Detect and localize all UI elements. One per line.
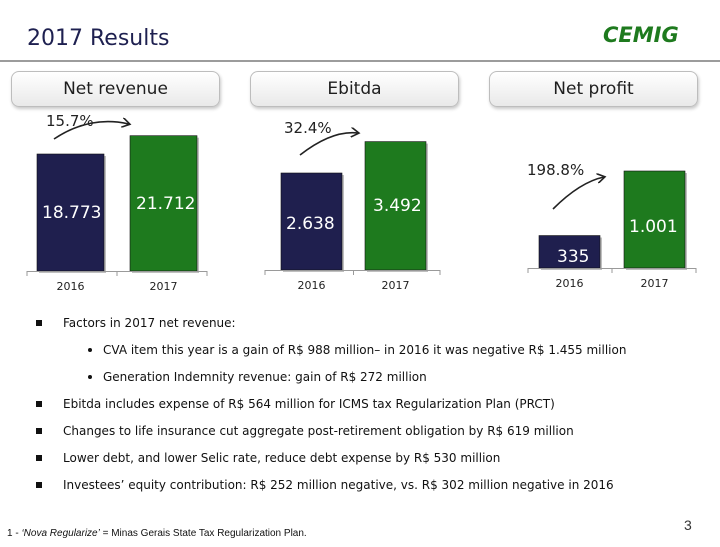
bar-value-label: 2.638	[286, 214, 335, 234]
growth-arrow-icon	[53, 122, 129, 140]
bullet-marker	[88, 375, 92, 379]
bullet-marker	[36, 401, 42, 407]
bullet-item: Ebitda includes expense of R$ 564 millio…	[36, 395, 696, 422]
x-tick-label: 2016	[57, 280, 85, 293]
bullet-list: Factors in 2017 net revenue: CVA item th…	[36, 314, 696, 503]
net-revenue-title: Net revenue	[11, 71, 220, 107]
footnote-term: ‘Nova Regularize’	[21, 528, 100, 539]
bullet-marker	[88, 348, 92, 352]
bullet-text: Generation Indemnity revenue: gain of R$…	[103, 370, 427, 384]
bullet-item: Factors in 2017 net revenue:	[36, 314, 696, 341]
bar-value-label: 1.001	[629, 217, 678, 237]
bar-value-label: 335	[557, 247, 589, 267]
x-tick-label: 2017	[150, 280, 178, 293]
bullet-text: Lower debt, and lower Selic rate, reduce…	[63, 451, 501, 465]
logo-text: CEMIG	[603, 23, 679, 46]
bullet-item: Lower debt, and lower Selic rate, reduce…	[36, 449, 696, 476]
net-profit-title: Net profit	[489, 71, 698, 107]
bar-2017	[129, 135, 198, 272]
bullet-text: Investees’ equity contribution: R$ 252 m…	[63, 478, 614, 492]
growth-arrow-icon	[299, 133, 358, 156]
footnote: 1 - ‘Nova Regularize’ = Minas Gerais Sta…	[7, 528, 307, 539]
growth-arrow-icon	[552, 177, 604, 210]
bar-value-label: 3.492	[373, 196, 422, 216]
bar-value-label: 18.773	[42, 203, 101, 223]
x-tick-label: 2016	[298, 279, 326, 292]
ebitda-title: Ebitda	[250, 71, 459, 107]
page-number: 3	[684, 517, 692, 533]
footnote-text: = Minas Gerais State Tax Regularization …	[99, 528, 307, 539]
sub-bullet-item: Generation Indemnity revenue: gain of R$…	[36, 368, 696, 395]
sub-bullet-item: CVA item this year is a gain of R$ 988 m…	[36, 341, 696, 368]
bullet-marker	[36, 482, 42, 488]
bar-2017	[364, 141, 427, 271]
growth-label: 198.8%	[527, 161, 584, 179]
bullet-item: Investees’ equity contribution: R$ 252 m…	[36, 476, 696, 503]
x-tick-label: 2016	[556, 277, 584, 290]
bullet-text: CVA item this year is a gain of R$ 988 m…	[103, 343, 627, 357]
bullet-marker	[36, 455, 42, 461]
cemig-logo: CEMIG	[603, 23, 679, 46]
bullet-marker	[36, 428, 42, 434]
header-divider	[0, 60, 720, 62]
page-title: 2017 Results	[27, 26, 170, 51]
results-bar-charts: 18.773 2016 21.712 2017 15.7% 2.638 2016 3.492 2…	[26, 112, 697, 293]
growth-label: 15.7%	[46, 112, 94, 130]
x-tick-label: 2017	[382, 279, 410, 292]
bullet-text: Ebitda includes expense of R$ 564 millio…	[63, 397, 555, 411]
bullet-marker	[36, 320, 42, 326]
bullet-text: Changes to life insurance cut aggregate …	[63, 424, 574, 438]
bar-2016	[538, 235, 601, 269]
bullet-text: Factors in 2017 net revenue:	[63, 316, 236, 330]
footnote-prefix: 1 -	[7, 528, 22, 539]
bar-2017	[623, 170, 686, 269]
growth-label: 32.4%	[284, 119, 332, 137]
bar-value-label: 21.712	[136, 194, 195, 214]
x-tick-label: 2017	[641, 277, 669, 290]
bullet-item: Changes to life insurance cut aggregate …	[36, 422, 696, 449]
bar-2016	[280, 172, 343, 271]
